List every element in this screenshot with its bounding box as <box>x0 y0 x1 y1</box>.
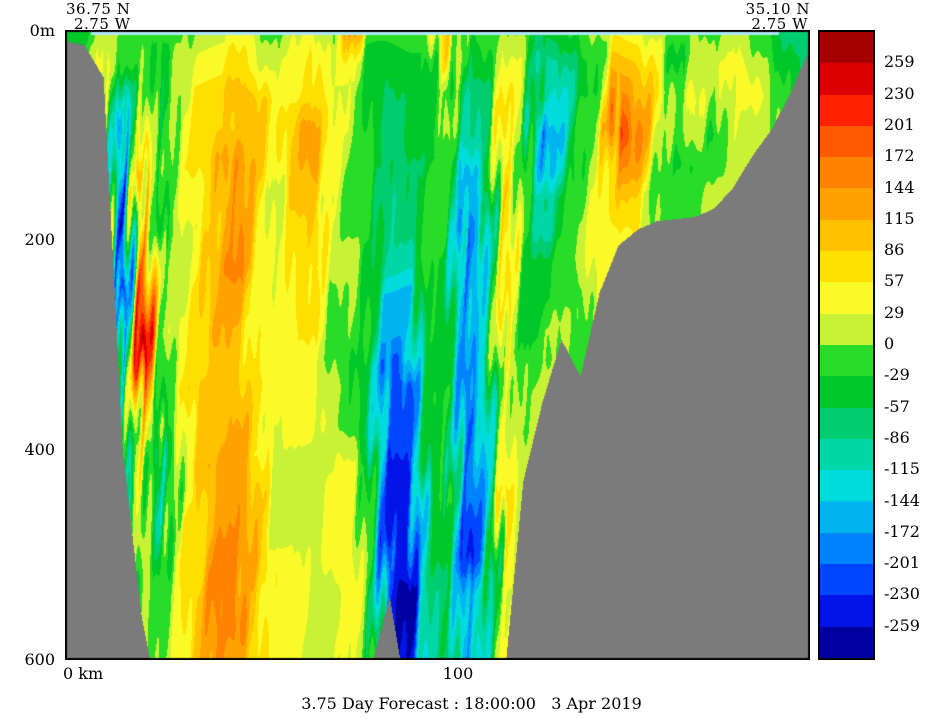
colorbar-band <box>820 626 873 658</box>
colorbar-label: 29 <box>884 302 905 322</box>
x-tick-label-0km: 0 km <box>63 664 104 683</box>
colorbar-label: -172 <box>884 521 920 541</box>
colorbar-band <box>820 532 873 565</box>
colorbar-band <box>820 313 873 345</box>
colorbar-label: -115 <box>884 459 920 479</box>
colorbar-label: 230 <box>884 83 915 103</box>
colorbar-label: -57 <box>884 396 910 416</box>
colorbar-band <box>820 344 873 377</box>
colorbar-band <box>820 32 873 64</box>
colorbar-band <box>820 282 873 314</box>
colorbar-label: -144 <box>884 490 920 510</box>
colorbar-band <box>820 376 873 408</box>
colorbar-label: 144 <box>884 177 915 197</box>
colorbar-band <box>820 407 873 439</box>
colorbar <box>818 30 875 660</box>
x-tick-label-100: 100 <box>442 664 474 683</box>
colorbar-band <box>820 157 873 189</box>
section-heatmap-canvas <box>65 30 810 660</box>
y-tick-label-600: 600 <box>24 650 55 669</box>
colorbar-label: 0 <box>884 334 895 353</box>
colorbar-label: -29 <box>884 365 910 385</box>
colorbar-label: 201 <box>884 114 915 134</box>
colorbar-band <box>820 501 873 533</box>
colorbar-label: 86 <box>884 240 905 260</box>
colorbar-label: 115 <box>884 208 915 228</box>
colorbar-band <box>820 251 873 283</box>
colorbar-band <box>820 564 873 596</box>
colorbar-band <box>820 94 873 126</box>
colorbar-label: 172 <box>884 146 915 166</box>
colorbar-band <box>820 595 873 627</box>
y-tick-label-200: 200 <box>24 230 55 249</box>
colorbar-band <box>820 470 873 502</box>
corner-label-top-right: 35.10 N 2.75 W <box>688 2 810 32</box>
colorbar-band <box>820 438 873 471</box>
colorbar-label: -201 <box>884 553 920 573</box>
colorbar-band <box>820 125 873 158</box>
top-left-latitude: 36.75 N <box>66 0 131 18</box>
colorbar-label: -86 <box>884 427 910 447</box>
colorbar-label: 259 <box>884 52 915 72</box>
figure-caption: 3.75 Day Forecast : 18:00:00 3 Apr 2019 <box>301 694 642 713</box>
colorbar-label: -259 <box>884 615 920 635</box>
top-right-latitude: 35.10 N <box>745 0 810 18</box>
y-tick-label-0m: 0m <box>29 21 55 40</box>
colorbar-label: 57 <box>884 271 905 291</box>
colorbar-band <box>820 188 873 220</box>
corner-label-top-left: 36.75 N 2.75 W <box>66 2 131 32</box>
colorbar-band <box>820 219 873 252</box>
colorbar-band <box>820 63 873 95</box>
colorbar-label: -230 <box>884 584 920 604</box>
top-right-longitude: 2.75 W <box>751 15 808 33</box>
y-tick-label-400: 400 <box>24 440 55 459</box>
top-left-longitude: 2.75 W <box>74 15 131 33</box>
